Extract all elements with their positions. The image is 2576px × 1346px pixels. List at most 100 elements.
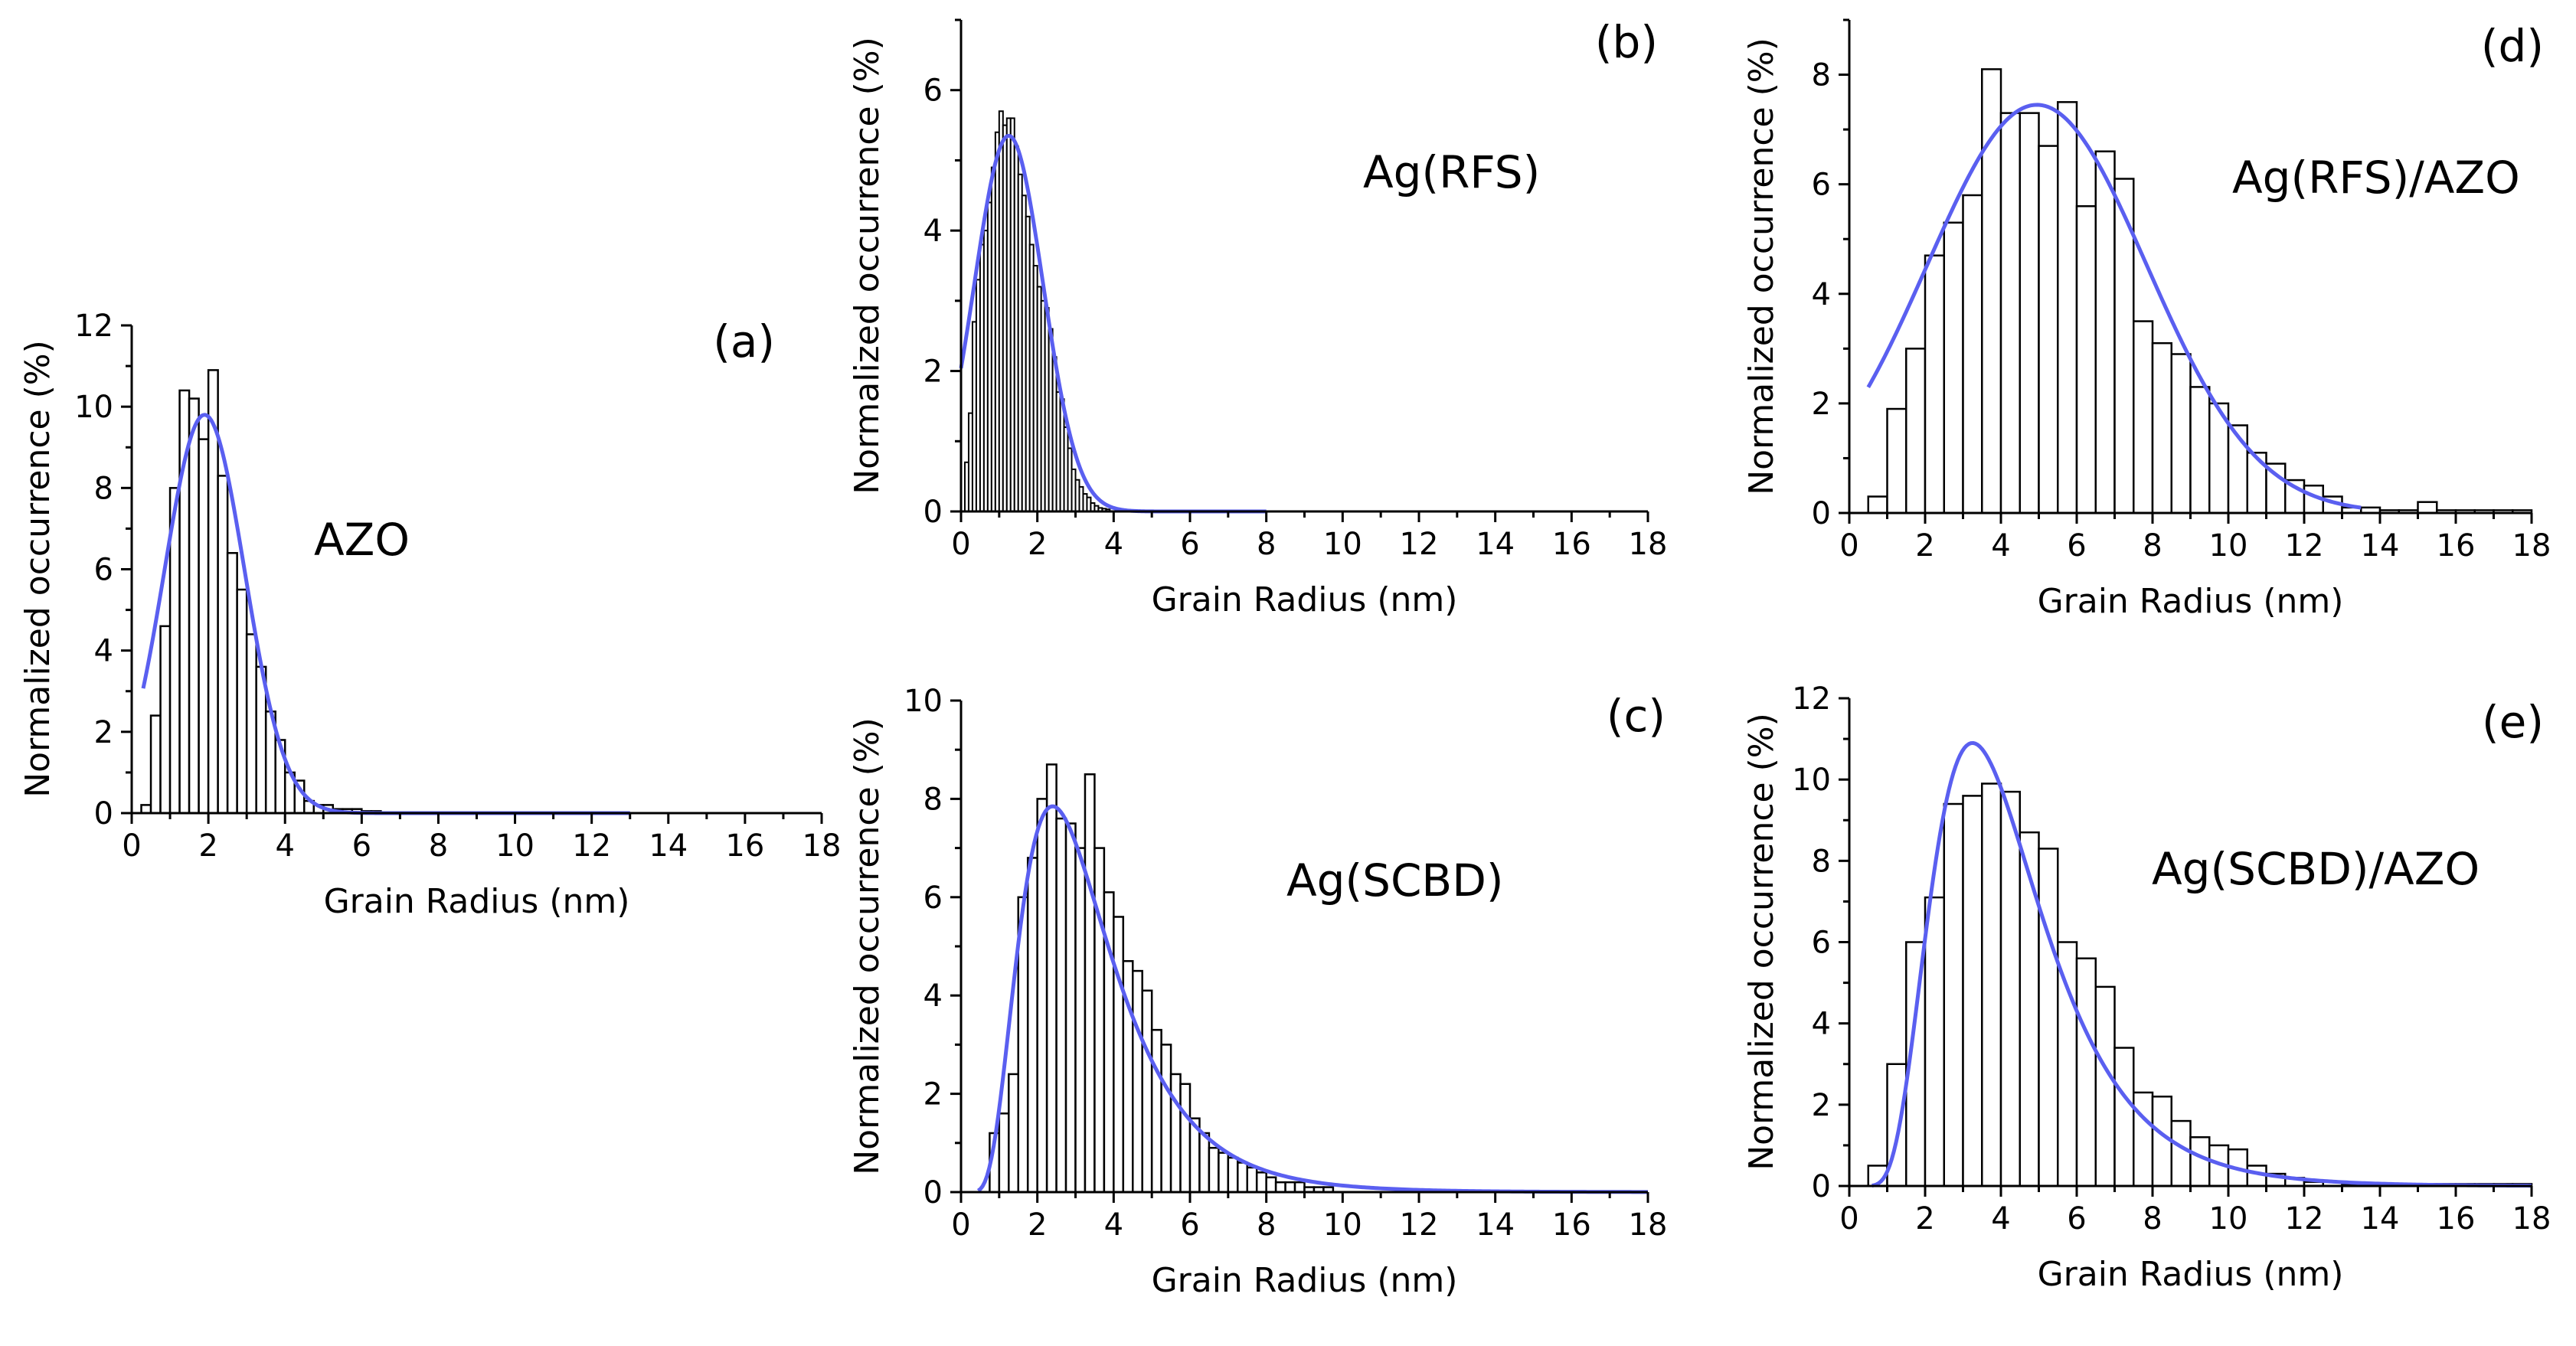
histogram-bar (1141, 989, 1153, 1194)
y-tick-label: 2 (1812, 387, 1831, 422)
x-tick-label: 0 (122, 828, 141, 864)
y-tick-label: 0 (924, 1175, 943, 1210)
histogram-bar (188, 397, 200, 815)
histogram-bar (149, 714, 162, 815)
histogram-bar (1218, 1152, 1230, 1194)
histogram-bar (2170, 1119, 2192, 1188)
x-tick-label: 0 (1839, 528, 1858, 564)
histogram-bar (245, 633, 257, 815)
x-tick-label: 14 (649, 828, 688, 864)
histogram-bar (1132, 969, 1143, 1194)
y-tick-label: 10 (74, 390, 113, 425)
x-tick-label: 12 (2285, 528, 2324, 564)
histogram-bar (1026, 857, 1038, 1194)
panel-label: (e) (2482, 696, 2544, 748)
sample-label: Ag(SCBD) (1286, 854, 1504, 907)
histogram-bars (963, 110, 1111, 513)
histogram-bar (1924, 254, 1945, 515)
histogram-bar (1064, 822, 1077, 1194)
sample-label: AZO (314, 514, 410, 566)
x-tick-label: 4 (275, 828, 294, 864)
y-tick-label: 0 (924, 495, 943, 530)
histogram-bar (2057, 101, 2078, 515)
x-axis-label: Grain Radius (nm) (1152, 1261, 1458, 1300)
panel-label: (d) (2481, 20, 2544, 72)
histogram-bar (1962, 795, 1983, 1188)
y-tick-label: 0 (1812, 496, 1831, 531)
x-tick-label: 16 (2437, 528, 2476, 564)
y-tick-label: 10 (1792, 763, 1831, 798)
x-tick-label: 0 (951, 1207, 970, 1243)
x-tick-label: 8 (2143, 1201, 2162, 1237)
y-tick-label: 6 (1812, 926, 1831, 961)
x-tick-label: 6 (2067, 1201, 2086, 1237)
x-tick-label: 16 (1552, 527, 1591, 562)
x-tick-label: 14 (1476, 1207, 1515, 1243)
y-tick-label: 12 (1792, 681, 1831, 717)
histogram-bar (1924, 896, 1945, 1188)
y-tick-label: 6 (94, 553, 113, 588)
histogram-bar (2189, 386, 2211, 515)
histogram-bar (1227, 1156, 1239, 1194)
histogram-bar (2075, 205, 2097, 515)
histogram-bar (2417, 501, 2438, 515)
histogram-bar (2019, 112, 2040, 515)
y-tick-label: 8 (924, 782, 943, 817)
x-tick-label: 6 (352, 828, 371, 864)
y-tick-label: 4 (924, 978, 943, 1014)
x-tick-label: 8 (2143, 528, 2162, 564)
x-tick-label: 0 (951, 527, 970, 562)
histogram-bar (2094, 985, 2116, 1188)
chart-panel-e: 0 2 4 6 8 10 12 14 16 18 0 2 4 6 8 10 12 Grain Radius (nm… (1742, 681, 2551, 1294)
x-tick-label: 14 (2361, 1201, 2400, 1237)
y-tick-label: 0 (94, 796, 113, 831)
x-tick-label: 0 (1839, 1201, 1858, 1237)
fit-curve (1872, 740, 2532, 1188)
panel-label: (a) (713, 315, 775, 368)
histogram-bar (2057, 941, 2078, 1188)
histogram-bar (2170, 353, 2192, 515)
histogram-bar (1169, 1073, 1182, 1194)
x-tick-label: 10 (2209, 528, 2248, 564)
histogram-bar (1208, 1146, 1220, 1194)
histogram-bar (2151, 341, 2172, 515)
x-tick-label: 6 (1180, 1207, 1199, 1243)
x-tick-label: 10 (1323, 1207, 1362, 1243)
histogram-bar (2208, 402, 2230, 515)
x-tick-label: 16 (1552, 1207, 1591, 1243)
y-tick-label: 6 (1812, 168, 1831, 203)
histogram-bar (1265, 1176, 1277, 1194)
histogram-bar (1905, 348, 1927, 515)
x-tick-label: 4 (1104, 1207, 1123, 1243)
x-tick-label: 14 (1476, 527, 1515, 562)
histogram-bar (2094, 150, 2116, 515)
histogram-bar (2189, 1136, 2211, 1188)
histogram-bar (1274, 1181, 1286, 1194)
histogram-bar (1179, 1083, 1192, 1194)
x-tick-label: 12 (1400, 527, 1439, 562)
histogram-bar (1150, 1028, 1162, 1194)
x-tick-label: 2 (1028, 1207, 1047, 1243)
y-tick-label: 8 (1812, 58, 1831, 93)
x-axis-label: Grain Radius (nm) (1152, 580, 1458, 619)
histogram-bar (159, 625, 172, 815)
histogram-bar (1293, 1181, 1306, 1194)
y-tick-label: 10 (904, 684, 943, 719)
y-tick-label: 2 (94, 715, 113, 750)
histogram-bar (2113, 1047, 2135, 1188)
panel-label: (b) (1595, 16, 1658, 68)
histogram-bar (1999, 112, 2021, 515)
y-tick-label: 8 (94, 471, 113, 506)
histogram-bar (1045, 763, 1058, 1194)
histogram-bars (989, 763, 1335, 1194)
y-tick-label: 8 (1812, 844, 1831, 879)
x-axis-label: Grain Radius (nm) (2038, 1255, 2344, 1294)
histogram-bar (1284, 1181, 1296, 1194)
y-tick-label: 2 (924, 354, 943, 390)
y-tick-label: 6 (924, 74, 943, 109)
sample-label: Ag(SCBD)/AZO (2152, 843, 2480, 895)
histogram-bar (2133, 1091, 2154, 1188)
x-tick-label: 6 (1180, 527, 1199, 562)
histogram-bar (1246, 1166, 1258, 1194)
